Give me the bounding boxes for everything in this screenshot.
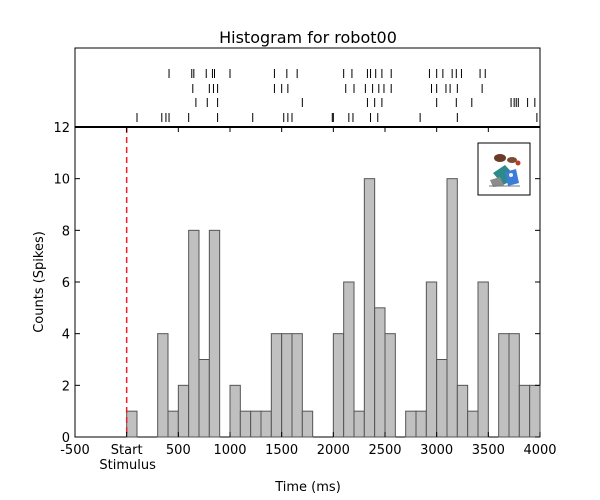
x-tick-label: -500 — [60, 443, 90, 458]
plot-frame — [74, 126, 541, 438]
histogram-bar — [332, 333, 345, 438]
histogram-bar — [477, 281, 489, 438]
y-tick-label: 2 — [62, 379, 70, 394]
histogram-bar — [260, 410, 272, 438]
y-axis-ticks: 0 2 4 6 8 10 12 — [53, 121, 540, 446]
histogram-bar — [239, 410, 252, 438]
raster-frame — [74, 47, 541, 128]
histogram-bar — [456, 384, 469, 438]
robot-icon — [489, 154, 521, 187]
x-tick-label: Start — [111, 443, 143, 458]
y-tick-label: 8 — [62, 224, 70, 239]
histogram-bar — [250, 410, 262, 438]
histogram-bar — [518, 384, 531, 438]
histogram-bar — [363, 178, 376, 438]
histogram-bar — [498, 333, 510, 438]
histogram-bar — [425, 281, 438, 438]
histogram-bar — [167, 410, 179, 438]
x-axis-ticks: -500 Start 500 1000 1500 2000 2500 3000 3500 4000 — [60, 127, 557, 458]
x-tick-label: 2500 — [368, 443, 401, 458]
raster-ticks — [136, 69, 538, 122]
histogram-bars — [126, 178, 541, 438]
histogram-bar — [281, 333, 293, 438]
histogram-bar — [208, 229, 221, 438]
histogram-bar — [343, 281, 355, 438]
y-tick-label: 4 — [62, 328, 70, 343]
histogram-bar — [177, 384, 190, 438]
histogram-bar — [436, 359, 448, 438]
histogram-bar — [374, 307, 386, 438]
histogram-bar — [188, 229, 200, 438]
histogram-bar — [446, 178, 458, 438]
histogram-bar — [353, 410, 365, 438]
x-tick-label: 3000 — [420, 443, 453, 458]
histogram-bar — [405, 410, 417, 438]
histogram-bar — [291, 333, 303, 438]
histogram-bar — [529, 384, 541, 438]
histogram-bar — [198, 359, 210, 438]
y-axis-label: Counts (Spikes) — [32, 231, 47, 333]
histogram-bar — [508, 333, 520, 438]
histogram-bar — [229, 384, 241, 438]
x-axis-label: Time (ms) — [274, 480, 341, 495]
y-tick-label: 0 — [62, 431, 70, 446]
histogram-panel: -500 Start 500 1000 1500 2000 2500 3000 3500 4000… — [53, 121, 556, 473]
histogram-bar — [384, 333, 396, 438]
histogram-bar — [301, 410, 314, 438]
y-tick-label: 12 — [53, 121, 70, 136]
x-tick-label: 2000 — [317, 443, 350, 458]
raster-panel — [74, 47, 541, 128]
histogram-bar — [126, 410, 138, 438]
histogram-bar — [270, 333, 283, 438]
x-tick-label: 4000 — [523, 443, 556, 458]
y-tick-label: 6 — [62, 276, 70, 291]
x-tick-label: 3500 — [472, 443, 505, 458]
histogram-bar — [467, 410, 479, 438]
stimulus-label: Stimulus — [99, 458, 156, 473]
x-tick-label: 1500 — [265, 443, 298, 458]
y-tick-label: 10 — [53, 173, 70, 188]
histogram-bar — [157, 333, 169, 438]
chart-title: Histogram for robot00 — [219, 28, 397, 47]
legend-inset — [477, 142, 531, 196]
x-tick-label: 1000 — [213, 443, 246, 458]
x-tick-label: 500 — [166, 443, 191, 458]
histogram-bar — [415, 410, 427, 438]
